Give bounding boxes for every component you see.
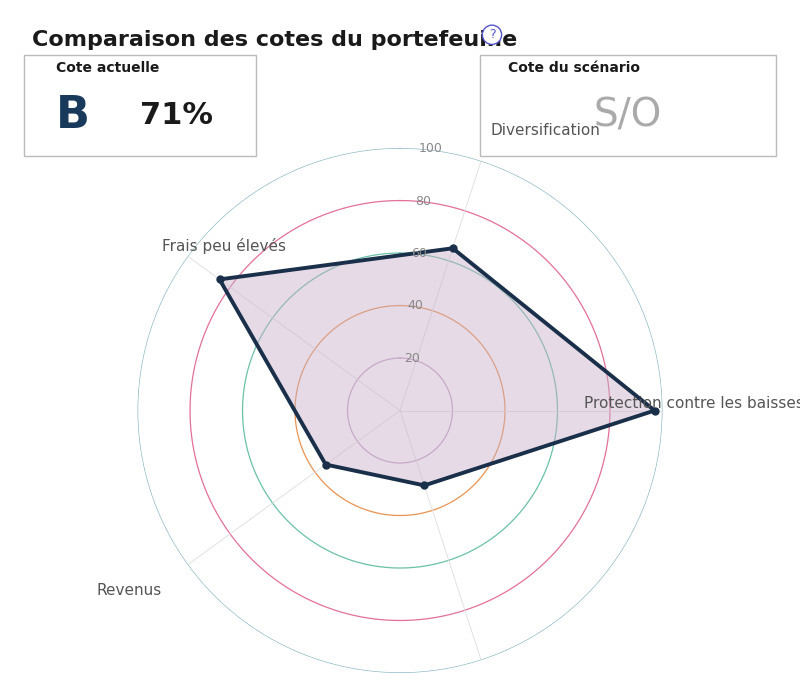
- Point: [418, 480, 430, 491]
- Text: Revenus: Revenus: [97, 583, 162, 598]
- Text: ?: ?: [489, 28, 495, 41]
- Text: 40: 40: [407, 299, 423, 312]
- Text: 80: 80: [414, 194, 430, 207]
- Point: [648, 405, 661, 416]
- Text: 71%: 71%: [140, 101, 213, 131]
- Text: Cote du scénario: Cote du scénario: [508, 61, 640, 75]
- Polygon shape: [219, 248, 654, 485]
- Text: Protection contre les baisses: Protection contre les baisses: [584, 396, 800, 411]
- Text: Frais peu élevés: Frais peu élevés: [162, 238, 286, 254]
- Text: 20: 20: [404, 352, 419, 365]
- Point: [213, 274, 226, 285]
- Point: [446, 243, 459, 254]
- Text: B: B: [56, 94, 90, 137]
- Text: 100: 100: [418, 142, 442, 155]
- Text: Cote actuelle: Cote actuelle: [56, 61, 159, 75]
- Text: Diversification: Diversification: [491, 123, 601, 139]
- Text: S/O: S/O: [594, 97, 662, 135]
- Text: Comparaison des cotes du portefeuille: Comparaison des cotes du portefeuille: [32, 30, 518, 50]
- FancyBboxPatch shape: [480, 55, 776, 156]
- FancyBboxPatch shape: [24, 55, 256, 156]
- Point: [319, 459, 332, 470]
- Text: 60: 60: [411, 247, 427, 260]
